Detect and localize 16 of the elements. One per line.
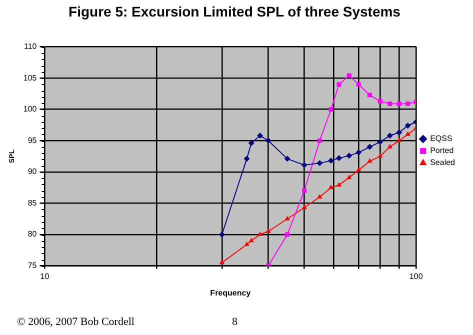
y-tick-label: 80 bbox=[28, 230, 38, 239]
chart-title: Figure 5: Excursion Limited SPL of three Systems bbox=[68, 3, 401, 20]
x-tick-label: 10 bbox=[40, 272, 50, 281]
legend-label: EQSS bbox=[430, 134, 452, 144]
y-tick-label: 85 bbox=[28, 198, 38, 208]
y-tick-label: 90 bbox=[28, 167, 38, 176]
y-tick-label: 105 bbox=[23, 73, 38, 82]
y-tick-label: 100 bbox=[23, 104, 38, 114]
y-tick-label: 95 bbox=[28, 136, 38, 145]
y-tick-label: 110 bbox=[24, 42, 38, 52]
text: © 2006, 2007 Bob Cordell bbox=[17, 316, 134, 328]
x-axis-title: Frequency bbox=[210, 288, 252, 298]
y-tick-label: 75 bbox=[28, 261, 38, 270]
legend-label: Ported bbox=[430, 146, 454, 156]
text: 8 bbox=[232, 316, 238, 328]
legend-label: Sealed bbox=[430, 158, 456, 168]
